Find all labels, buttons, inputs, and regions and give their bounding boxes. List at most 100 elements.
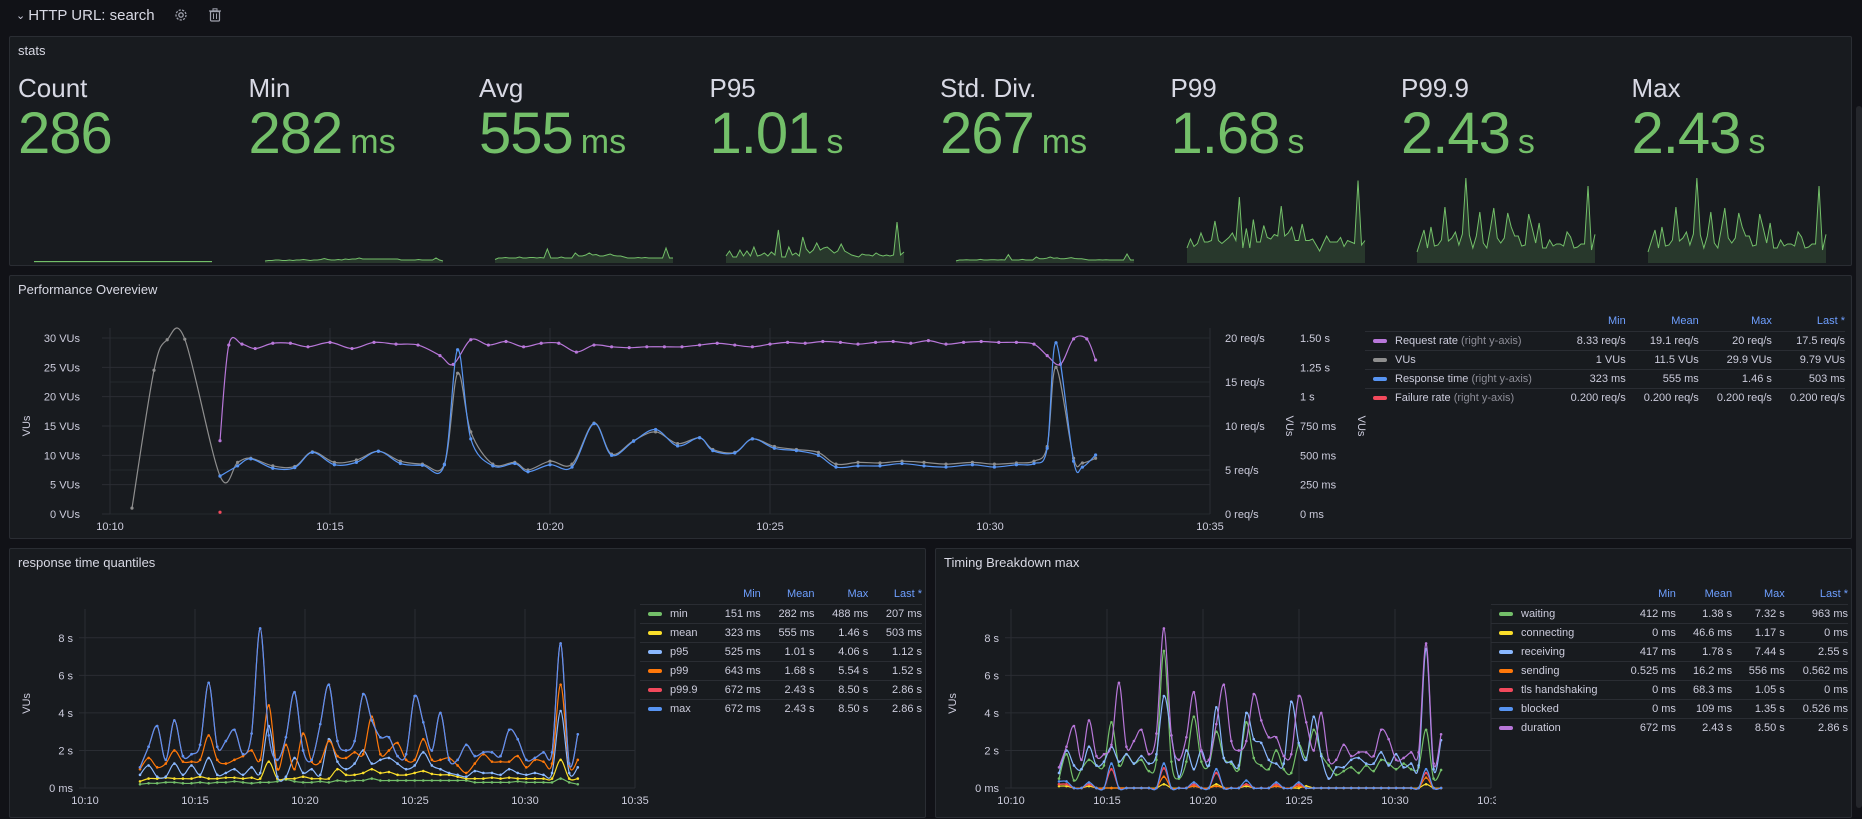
legend-header[interactable]: Min [1658,588,1676,600]
data-point-max [138,766,142,769]
legend-row[interactable]: VUs 1 VUs 11.5 VUs 29.9 VUs 9.79 VUs [1365,350,1845,370]
legend-series-name[interactable]: sending [1491,661,1613,681]
data-point-max [396,754,399,758]
legend-row[interactable]: p99.9 672 ms 2.43 s 8.50 s 2.86 s [640,680,922,700]
data-point-duration [1215,722,1218,726]
data-point-blocked [1387,786,1390,790]
data-point-min [387,779,391,782]
legend-row[interactable]: duration 672 ms 2.43 s 8.50 s 2.86 s [1491,718,1848,737]
legend-series-name[interactable]: mean [640,623,708,643]
legend-header[interactable]: Max [847,588,869,600]
stat-value: 1.01 [709,101,820,166]
legend-row[interactable]: receiving 417 ms 1.78 s 7.44 s 2.55 s [1491,642,1848,662]
legend-header[interactable]: Mean [1671,315,1699,327]
legend-series-name[interactable]: Request rate (right y-axis) [1365,331,1553,351]
data-point-receiving [1274,762,1278,765]
data-point-duration [1297,694,1301,698]
legend-series-name[interactable]: receiving [1491,642,1613,662]
series-color-swatch [1499,688,1513,693]
data-point-blocked [1095,786,1098,790]
legend-series-name[interactable]: max [640,699,708,718]
legend-row[interactable]: blocked 0 ms 109 ms 1.35 s 0.526 ms [1491,699,1848,719]
data-point-response-time [610,453,614,457]
legend-header[interactable]: Min [743,588,761,600]
data-point-p99 [138,767,142,771]
data-point-p95 [533,771,537,775]
data-point-mean [439,773,442,777]
data-point-response-time [469,437,473,441]
legend-row[interactable]: min 151 ms 282 ms 488 ms 207 ms [640,604,922,624]
legend-series-name[interactable]: tls handshaking [1491,680,1613,700]
data-point-p99 [164,762,168,765]
legend-row[interactable]: waiting 412 ms 1.38 s 7.32 s 963 ms [1491,604,1848,624]
legend-series-name[interactable]: waiting [1491,604,1613,624]
legend-series-name[interactable]: Failure rate (right y-axis) [1365,388,1553,407]
legend-header[interactable]: Mean [1704,588,1733,600]
legend-row[interactable]: p95 525 ms 1.01 s 4.06 s 1.12 s [640,642,922,662]
legend-row[interactable]: p99 643 ms 1.68 s 5.54 s 1.52 s [640,661,922,681]
data-point-duration [1432,762,1435,765]
data-point-request-rate [557,341,561,345]
data-point-response-time [1032,461,1036,466]
legend-header[interactable]: Last * [1819,588,1848,600]
data-point-p99 [361,752,365,756]
data-point-min [276,780,279,783]
legend-series-name[interactable]: connecting [1491,623,1613,643]
data-point-mean [241,777,245,780]
legend-header[interactable]: Min [1607,315,1626,327]
trash-icon[interactable] [207,7,223,23]
legend-header[interactable]: Last * [893,588,922,600]
data-point-blocked [1110,762,1113,765]
data-point-min [507,781,511,784]
legend-series-name[interactable]: Response time (right y-axis) [1365,369,1553,389]
legend-series-name[interactable]: blocked [1491,699,1613,719]
legend-series-name[interactable]: p95 [640,642,708,662]
legend-mean: 0.200 req/s [1625,388,1699,407]
legend-row[interactable]: Request rate (right y-axis) 8.33 req/s 19.… [1365,331,1845,351]
legend-row[interactable]: max 672 ms 2.43 s 8.50 s 2.86 s [640,699,922,718]
legend-series-name[interactable]: duration [1491,718,1613,737]
gear-icon[interactable] [173,7,189,23]
data-point-min [181,782,185,785]
data-point-request-rate [592,343,596,347]
data-point-response-time [218,474,222,478]
data-point-request-rate [1094,358,1098,362]
legend-series-name[interactable]: p99.9 [640,680,708,700]
chevron-down-icon[interactable]: ⌄ [16,9,26,22]
legend-row[interactable]: sending 0.525 ms 16.2 ms 556 ms 0.562 ms [1491,661,1848,681]
legend-row[interactable]: Failure rate (right y-axis) 0.200 req/s 0.… [1365,388,1845,407]
data-point-connecting [1424,782,1428,786]
data-point-min [404,779,408,782]
row-header[interactable]: ⌄ HTTP URL: search [0,0,1862,30]
data-point-min [456,779,459,782]
data-point-p95 [396,762,399,765]
scrollbar[interactable] [1856,106,1862,808]
data-point-waiting [1349,766,1353,769]
data-point-vus [130,506,134,510]
legend-row[interactable]: mean 323 ms 555 ms 1.46 s 503 ms [640,623,922,643]
row-title[interactable]: HTTP URL: search [28,6,155,24]
legend-mean: 1.68 s [760,661,815,681]
data-point-p99 [267,704,271,707]
legend-header[interactable]: Max [1764,588,1785,600]
legend-series-name[interactable]: VUs [1365,350,1553,370]
legend-header[interactable]: Max [1751,315,1772,327]
legend-series-name[interactable]: p99 [640,661,708,681]
data-point-waiting [1424,728,1428,732]
data-point-sending [1110,786,1113,790]
data-point-waiting [1364,764,1368,767]
sparkline-line [1416,177,1596,253]
y-right2-tick-label: 0 ms [1300,509,1324,521]
data-point-min [215,781,219,784]
legend-label: p99.9 [670,684,698,696]
data-point-blocked [1282,786,1286,790]
legend-row[interactable]: Response time (right y-axis) 323 ms 555 ms… [1365,369,1845,389]
legend-header[interactable]: Mean [786,588,815,600]
legend-series-name[interactable]: min [640,604,708,624]
data-point-max [387,736,391,739]
legend-header[interactable]: Last * [1816,315,1845,327]
data-point-waiting [1140,758,1143,762]
data-point-min [482,781,485,784]
